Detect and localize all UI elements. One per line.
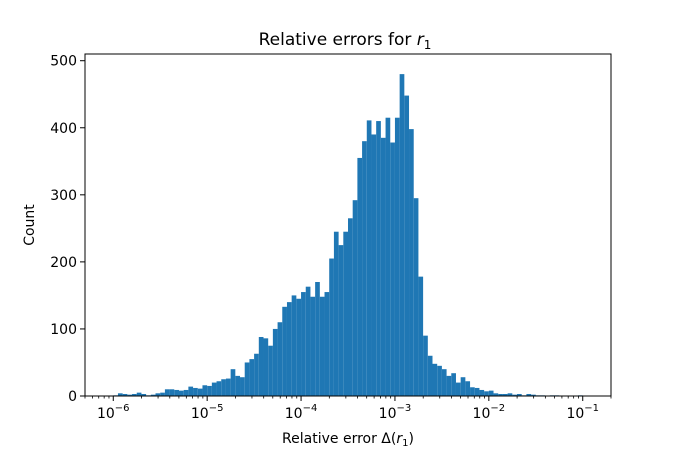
histogram-bar	[202, 385, 207, 396]
histogram-bar	[310, 297, 315, 396]
histogram-bar	[484, 391, 489, 396]
histogram-bar	[334, 232, 339, 396]
histogram-bar	[221, 379, 226, 396]
histogram-bar	[339, 245, 344, 396]
histogram-bar	[362, 141, 367, 396]
histogram-bar	[296, 299, 301, 396]
histogram-bar	[212, 383, 217, 396]
x-axis-label: Relative error Δ(r1)	[282, 431, 414, 449]
histogram-bar	[475, 388, 480, 396]
histogram-bar	[418, 277, 423, 396]
histogram-bar	[249, 359, 254, 396]
histogram-bar	[264, 338, 269, 396]
histogram-bar	[451, 373, 456, 396]
histogram-bar	[306, 287, 311, 396]
histogram-bar	[437, 366, 442, 396]
histogram-bar	[479, 390, 484, 396]
histogram-bar	[320, 297, 325, 396]
histogram-bar	[353, 200, 358, 396]
histogram-bar	[465, 381, 470, 396]
histogram-bar	[390, 143, 395, 396]
histogram-bar	[428, 356, 433, 396]
histogram-bar	[456, 383, 461, 396]
histogram-bar	[235, 376, 240, 396]
chart-title: Relative errors for r1	[259, 30, 432, 52]
y-tick-label: 300	[50, 188, 77, 204]
histogram-bar	[240, 377, 245, 396]
histogram-bar	[423, 336, 428, 396]
y-tick-label: 0	[68, 389, 77, 405]
y-tick-label: 200	[50, 255, 77, 271]
histogram-bar	[198, 389, 203, 396]
histogram-bar	[188, 387, 193, 396]
histogram-bar	[386, 118, 391, 396]
histogram-bar	[395, 118, 400, 396]
histogram-bar	[343, 232, 348, 396]
histogram-bar	[137, 393, 142, 396]
histogram-bar	[282, 307, 287, 396]
chart-title-subscript: 1	[424, 38, 432, 52]
histogram-bar	[259, 337, 264, 396]
histogram-bar	[268, 346, 273, 396]
histogram-bar	[414, 198, 419, 396]
histogram-bar	[254, 354, 259, 396]
histogram-bar	[357, 158, 362, 396]
histogram-bar	[470, 387, 475, 396]
histogram-bar	[273, 329, 278, 396]
histogram-bar	[381, 138, 386, 396]
histogram-bar	[367, 120, 372, 396]
histogram-bar	[348, 218, 353, 396]
histogram-bar	[170, 389, 175, 396]
histogram-bar	[409, 129, 414, 396]
y-tick-label: 500	[50, 54, 77, 70]
histogram-bar	[433, 364, 438, 396]
histogram-bar	[315, 282, 320, 396]
histogram-bar	[287, 302, 292, 396]
histogram-bar	[447, 376, 452, 396]
histogram-bar	[179, 391, 184, 396]
histogram-bar	[371, 134, 376, 396]
histogram-bar	[292, 295, 297, 396]
histogram-bar	[174, 390, 179, 396]
histogram-bar	[278, 322, 283, 396]
y-axis-label: Count	[22, 204, 38, 246]
histogram-bar	[442, 369, 447, 396]
histogram-bar	[245, 362, 250, 396]
histogram-bar	[325, 292, 330, 396]
histogram-bar	[301, 292, 306, 396]
histogram-bar	[489, 391, 494, 396]
histogram-bar	[400, 74, 405, 396]
histogram-bar	[160, 393, 165, 396]
histogram-bar	[207, 386, 212, 396]
histogram-bar	[165, 389, 170, 396]
y-tick-label: 100	[50, 322, 77, 338]
histogram-bar	[226, 379, 231, 396]
histogram-bar	[193, 388, 198, 396]
histogram-bar	[376, 121, 381, 396]
histogram-bar	[404, 96, 409, 396]
histogram-bar	[184, 390, 189, 396]
y-tick-label: 400	[50, 121, 77, 137]
histogram-bar	[461, 377, 466, 396]
histogram-bar	[231, 369, 236, 396]
histogram-bar	[329, 259, 334, 396]
histogram-bar	[217, 381, 222, 396]
